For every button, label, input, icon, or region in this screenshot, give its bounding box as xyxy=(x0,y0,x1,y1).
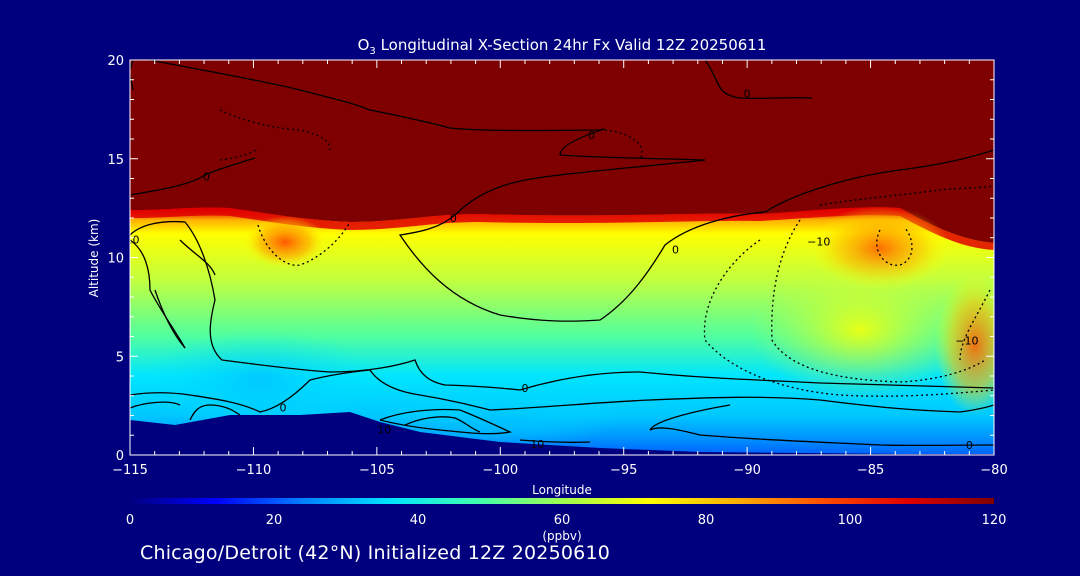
colorbar-units: (ppbv) xyxy=(542,529,581,543)
contour-line xyxy=(130,220,994,391)
contour-label: 0 xyxy=(450,212,457,225)
cyan-region-west xyxy=(140,330,380,430)
x-tick-label: −85 xyxy=(857,463,884,478)
contour-label: 0 xyxy=(672,244,679,257)
contour-line xyxy=(149,60,601,132)
colorbar-tick-label: 20 xyxy=(266,513,283,528)
contour-line xyxy=(519,439,591,444)
contour-line xyxy=(130,369,994,413)
x-tick-label: −95 xyxy=(610,463,637,478)
contour-line xyxy=(959,289,991,361)
contour-line xyxy=(649,427,994,447)
contour-label: 0 xyxy=(203,171,210,184)
colorbar-tick-label: 100 xyxy=(838,513,863,528)
y-tick-label: 10 xyxy=(107,252,124,267)
contour-line xyxy=(703,239,994,397)
plot-area: 0 0 0 0 0 0 0 0 −10 −10 10 10 10 xyxy=(125,60,994,455)
y-tick-label: 5 xyxy=(116,350,124,365)
contour-line xyxy=(379,408,513,435)
colorbar-tick-label: 120 xyxy=(982,513,1007,528)
x-tick-label: −90 xyxy=(733,463,760,478)
contour-line xyxy=(154,289,186,349)
contour-label: 0 xyxy=(744,88,751,101)
contour-line xyxy=(876,227,913,266)
yellow-region-east xyxy=(750,260,970,400)
x-axis: −115 −110 −105 −100 −95 −90 −85 −80 xyxy=(112,60,1008,478)
contour-lines xyxy=(130,60,994,447)
colorbar-tick-label: 0 xyxy=(126,513,134,528)
x-axis-label: Longitude xyxy=(532,483,592,497)
y-axis: 0 5 10 15 20 xyxy=(107,54,994,464)
red-transition xyxy=(130,207,994,250)
contour-label: 10 xyxy=(125,234,139,247)
contour-line xyxy=(404,416,481,433)
colorbar-tick-label: 60 xyxy=(554,513,571,528)
contour-line xyxy=(130,401,181,409)
contour-line xyxy=(130,157,256,196)
contour-label: 10 xyxy=(530,438,544,451)
colorbar-tick-label: 40 xyxy=(410,513,427,528)
contour-line xyxy=(179,239,216,276)
contour-label: −10 xyxy=(807,236,830,249)
y-axis-label: Altitude (km) xyxy=(87,219,101,298)
y-tick-label: 15 xyxy=(107,153,124,168)
contour-label: −10 xyxy=(955,334,978,347)
x-tick-label: −100 xyxy=(482,463,518,478)
chart-title: O3 Longitudinal X-Section 24hr Fx Valid … xyxy=(358,36,767,57)
x-tick-label: −110 xyxy=(236,463,272,478)
contour-line xyxy=(398,128,994,322)
contour-label: 0 xyxy=(966,439,973,452)
contour-line xyxy=(257,221,351,266)
contour-labels: 0 0 0 0 0 0 0 0 −10 −10 10 10 10 xyxy=(125,88,978,453)
colorbar xyxy=(130,498,994,504)
contour-label: 0 xyxy=(280,402,287,415)
contour-label: 0 xyxy=(588,129,595,142)
contour-line xyxy=(189,404,241,421)
contour-line xyxy=(130,239,186,349)
x-tick-label: −80 xyxy=(980,463,1007,478)
y-tick-label: 0 xyxy=(116,449,124,464)
contour-line xyxy=(599,129,643,161)
contour-label: 10 xyxy=(377,423,391,436)
colorbar-axis: 0 20 40 60 80 100 120 xyxy=(126,513,1007,528)
stratosphere-region xyxy=(130,60,994,243)
contour-label: 0 xyxy=(521,382,528,395)
contour-line xyxy=(819,185,994,206)
contour-line xyxy=(649,404,731,431)
surface-region xyxy=(130,412,994,455)
y-tick-label: 20 xyxy=(107,54,124,69)
contour-line xyxy=(771,219,986,383)
negative-contours xyxy=(219,109,994,397)
x-tick-label: −115 xyxy=(112,463,148,478)
x-tick-label: −105 xyxy=(359,463,395,478)
hot-lobe-west xyxy=(243,216,327,268)
forecast-caption: Chicago/Detroit (42°N) Initialized 12Z 2… xyxy=(140,542,611,564)
colorbar-tick-label: 80 xyxy=(698,513,715,528)
contour-line xyxy=(704,60,813,99)
